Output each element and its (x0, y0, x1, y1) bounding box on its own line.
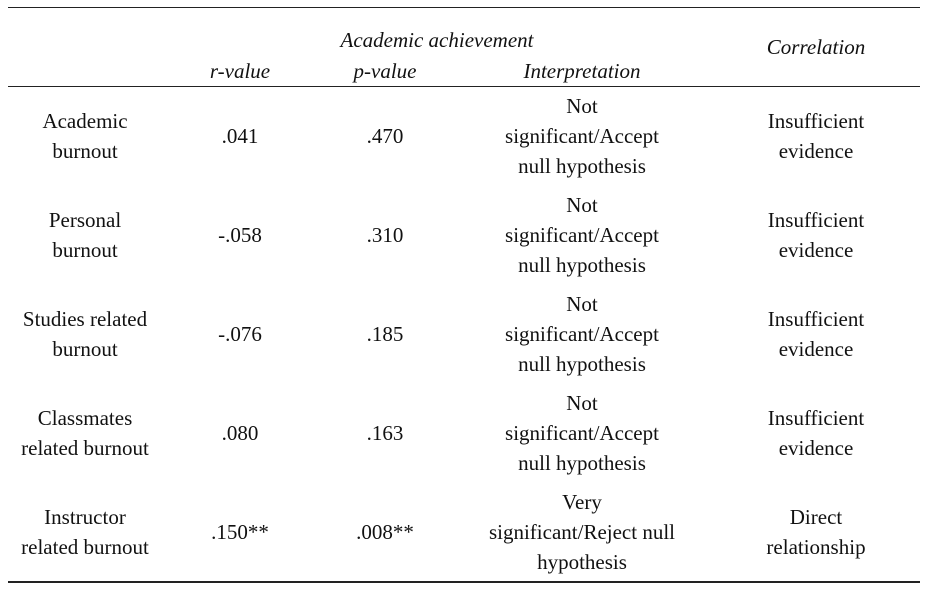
table-row: Instructor related burnout .150** .008** Ve… (8, 482, 920, 583)
interpretation: Very significant/Reject null hypothesis (452, 482, 712, 583)
interpretation: Not significant/Accept null hypothesis (505, 391, 659, 475)
p-value: .310 (366, 223, 404, 247)
empty-header (8, 55, 162, 87)
row-label: Academic burnout (42, 109, 128, 164)
correlation: Insufficient evidence (767, 406, 865, 460)
row-label: Instructor related burnout (8, 482, 162, 583)
correlation-header: Correlation (712, 7, 920, 87)
r-value: .150** (162, 482, 318, 583)
r-value: -.076 (218, 322, 262, 346)
row-label: Studies related burnout (22, 307, 148, 361)
correlation: Direct relationship (712, 482, 920, 583)
p-value: .008** (318, 482, 452, 583)
table-row: Personal burnout -.058 .310 Not significant… (8, 186, 920, 285)
interpretation: Not significant/Accept null hypothesis (505, 193, 659, 277)
column-header: r-value (162, 55, 318, 87)
table-row: Classmates related burnout .080 .163 Not si… (8, 384, 920, 483)
table-row: Studies related burnout -.076 .185 Not sign… (8, 285, 920, 384)
correlation: Insufficient evidence (767, 109, 865, 164)
column-header: p-value (318, 55, 452, 87)
table-row: Academic burnout .041 .470 Not significant/… (8, 87, 920, 186)
row-label: Personal burnout (48, 208, 122, 262)
r-value: .041 (221, 124, 259, 149)
group-header: Academic achievement (162, 7, 712, 55)
empty-header (8, 7, 162, 55)
r-value: .080 (221, 421, 259, 445)
row-label: Classmates related burnout (21, 406, 149, 460)
p-value: .470 (366, 124, 404, 149)
p-value: .163 (366, 421, 404, 445)
r-value: -.058 (218, 223, 262, 247)
correlation: Insufficient evidence (767, 208, 865, 262)
column-header: Interpretation (452, 55, 712, 87)
correlation: Insufficient evidence (767, 307, 865, 361)
results-table: Academic achievement Correlation r-value… (8, 7, 920, 583)
p-value: .185 (366, 322, 404, 346)
interpretation: Not significant/Accept null hypothesis (505, 292, 659, 376)
table-body: Academic burnout .041 .470 Not significant/… (8, 87, 920, 583)
interpretation: Not significant/Accept null hypothesis (505, 94, 659, 179)
